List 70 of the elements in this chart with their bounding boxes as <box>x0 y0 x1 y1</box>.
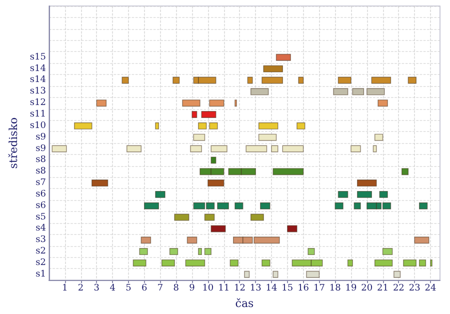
y-tick-label: s7 <box>36 178 46 188</box>
y-tick-label: s11 <box>30 110 46 120</box>
y-tick-label: s3 <box>36 235 46 246</box>
y-axis-title: středisko <box>7 117 20 169</box>
y-tick-label: s1 <box>36 269 46 280</box>
bar <box>356 180 377 187</box>
bar <box>276 54 291 61</box>
x-tick-label: 11 <box>218 284 230 294</box>
x-axis-title: čas <box>235 297 254 310</box>
y-tick-label: s6 <box>36 200 46 211</box>
bar <box>306 270 320 278</box>
x-tick-label: 8 <box>173 284 180 294</box>
y-tick-label: s12 <box>30 98 46 108</box>
y-tick-label: s8 <box>36 155 46 166</box>
bar <box>204 214 215 221</box>
y-tick-label: s14 <box>30 64 46 74</box>
x-tick-label: 15 <box>282 284 294 294</box>
y-tick-label: s2 <box>36 258 46 268</box>
y-tick-label: s9 <box>36 144 46 154</box>
x-tick-label: 9 <box>189 284 196 294</box>
bar <box>250 88 269 96</box>
x-tick-label: 10 <box>202 284 214 294</box>
x-tick-label: 3 <box>94 284 100 294</box>
bar <box>208 180 224 187</box>
x-tick-label: 24 <box>424 284 436 294</box>
x-tick-label: 17 <box>313 284 326 294</box>
bar <box>272 270 278 278</box>
bar <box>217 202 229 210</box>
x-tick-label: 4 <box>110 284 116 294</box>
bar <box>192 111 198 118</box>
bar <box>333 88 348 96</box>
y-tick-label: s8 <box>36 166 46 177</box>
bar <box>378 100 388 107</box>
bar <box>244 270 250 278</box>
x-tick-label: 12 <box>234 284 246 294</box>
x-tick-label: 21 <box>377 284 389 294</box>
y-tick-label: s14 <box>30 75 46 86</box>
y-tick-label: s2 <box>36 246 46 257</box>
y-tick-label: s9 <box>36 132 46 142</box>
y-tick-label: s15 <box>30 52 46 62</box>
bar <box>92 180 108 187</box>
bar <box>210 156 216 164</box>
bar <box>250 214 264 221</box>
bar <box>201 111 216 118</box>
x-tick-label: 2 <box>78 284 84 294</box>
x-tick-label: 13 <box>250 284 262 294</box>
y-tick-label: s4 <box>36 224 46 234</box>
bar <box>287 225 298 232</box>
x-tick-label: 5 <box>126 284 132 294</box>
x-tick-label: 6 <box>141 284 148 294</box>
x-tick-label: 18 <box>329 284 342 294</box>
y-tick-label: s13 <box>30 86 46 97</box>
y-tick-label: s6 <box>36 189 46 200</box>
bar <box>379 190 388 198</box>
x-tick-label: 19 <box>345 284 357 294</box>
x-tick-label: 16 <box>298 284 310 294</box>
y-tick-label: s5 <box>36 212 46 222</box>
x-tick-label: 7 <box>157 284 164 294</box>
bar <box>394 270 401 278</box>
bar <box>174 214 190 221</box>
x-tick-label: 1 <box>62 284 68 294</box>
y-tick-label: s10 <box>30 120 46 131</box>
bar <box>263 65 283 72</box>
x-tick-label: 23 <box>408 284 421 294</box>
x-tick-label: 20 <box>361 284 373 294</box>
x-tick-label: 14 <box>266 284 278 294</box>
bar <box>352 88 364 96</box>
bar <box>366 88 385 96</box>
x-tick-label: 22 <box>392 284 404 294</box>
bar <box>210 225 226 232</box>
